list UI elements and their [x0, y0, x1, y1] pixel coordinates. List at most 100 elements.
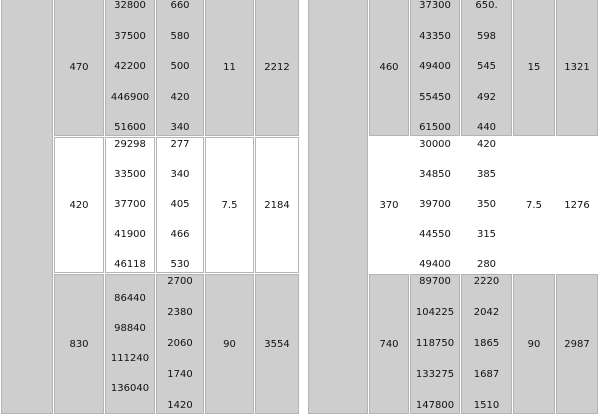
table-cell: 650. 598 545 492 440: [461, 0, 512, 136]
table-cell: 660 580 500 420 340: [156, 0, 204, 136]
cell-value: 61500: [419, 122, 451, 133]
cell-value: 136040: [110, 382, 150, 394]
cell-value: 650.: [475, 0, 498, 11]
cell-value: 660: [170, 0, 190, 11]
cell-value: 1865: [473, 338, 500, 349]
table-cell: 90: [513, 274, 555, 414]
cell-value: 98840: [114, 322, 146, 334]
table-cell: 29298 33500 37700 41900 46118: [105, 137, 155, 273]
table-cell: 7.5: [513, 137, 555, 273]
table-cell: 277 340 405 466 530: [156, 137, 204, 273]
cell-value: 740: [379, 338, 399, 350]
cell-value: 1687: [473, 369, 500, 380]
cell-value: 466: [170, 229, 190, 240]
cell-value: 41900: [114, 229, 146, 240]
cell-value: 2212: [264, 61, 290, 73]
table-cell: 420: [54, 137, 104, 273]
cell-value: 277: [170, 139, 190, 150]
cell-value: 580: [170, 30, 190, 42]
table-cell: 90: [205, 274, 254, 414]
cell-value: 133275: [415, 369, 455, 380]
cell-value: 7.5: [221, 199, 238, 211]
table-cell: 1321: [556, 0, 598, 136]
cell-value: 598: [476, 30, 497, 42]
cell-value: 440: [476, 122, 497, 133]
cell-value: 446900: [110, 91, 150, 103]
cell-value: 51600: [114, 122, 146, 133]
cell-value: 385: [476, 169, 497, 180]
cell-value: 340: [170, 122, 190, 133]
cell-value: 500: [170, 61, 190, 72]
cell-value: 86440: [114, 292, 146, 304]
cell-value: 43350: [419, 30, 451, 42]
cell-value: 44550: [419, 229, 451, 240]
cell-value: 30000: [419, 139, 451, 150]
table-cell: 89700 104225 118750 133275 147800: [410, 274, 460, 414]
cell-value: 55450: [419, 91, 451, 103]
cell-value: 11: [223, 61, 236, 73]
cell-value: 89700: [419, 276, 451, 287]
cell-value: 1740: [167, 369, 193, 380]
cell-value: 280: [476, 259, 497, 270]
table-cell: 2184: [255, 137, 299, 273]
cell-value: 2220: [473, 276, 500, 287]
cell-value: 118750: [415, 338, 455, 349]
table-cell: 420 385 350 315 280: [461, 137, 512, 273]
cell-value: 15: [527, 61, 541, 73]
table-cell: 740: [369, 274, 409, 414]
cell-value: 90: [223, 338, 236, 350]
cell-value: 37500: [114, 30, 146, 42]
cell-value: 350: [476, 199, 497, 210]
cell-value: 49400: [419, 61, 451, 72]
cell-value: 2184: [264, 199, 290, 211]
cell-value: 420: [476, 139, 497, 150]
table-cell: 460: [369, 0, 409, 136]
cell-value: 46118: [114, 259, 146, 270]
cell-value: 370: [379, 199, 399, 211]
cell-value: 33500: [114, 169, 146, 180]
cell-value: 2042: [473, 307, 500, 318]
table-cell: 3554: [255, 274, 299, 414]
table-1-side-column: [1, 0, 53, 414]
table-cell: 2212: [255, 0, 299, 136]
cell-value: 2380: [167, 307, 193, 318]
cell-value: 147800: [415, 400, 455, 411]
cell-value: 49400: [419, 259, 451, 270]
table-cell: 370: [369, 137, 409, 273]
table-cell: 1276: [556, 137, 598, 273]
cell-value: 3554: [264, 338, 290, 350]
cell-value: 34850: [419, 169, 451, 180]
cell-value: 830: [69, 338, 89, 350]
table-cell: 2700 2380 2060 1740 1420: [156, 274, 204, 414]
cell-value: 1276: [564, 199, 590, 211]
table-cell: 2987: [556, 274, 598, 414]
cell-value: 37700: [114, 199, 146, 210]
cell-value: 1420: [167, 400, 193, 411]
cell-value: 405: [170, 199, 190, 210]
cell-value: 42200: [114, 61, 146, 72]
cell-value: 37300: [419, 0, 451, 11]
cell-value: 90: [527, 338, 541, 350]
table-cell: 830: [54, 274, 104, 414]
cell-value: 1510: [473, 400, 500, 411]
cell-value: 420: [170, 91, 190, 103]
table-cell: 15: [513, 0, 555, 136]
cell-value: 545: [476, 61, 497, 72]
cell-value: 2987: [564, 338, 590, 350]
cell-value: 420: [69, 199, 89, 211]
table-cell: 30000 34850 39700 44550 49400: [410, 137, 460, 273]
cell-value: 111240: [110, 352, 150, 364]
table-cell: 2220 2042 1865 1687 1510: [461, 274, 512, 414]
table-cell: 470: [54, 0, 104, 136]
cell-value: 2060: [167, 338, 193, 349]
cell-value: 104225: [415, 307, 455, 318]
cell-value: 340: [170, 169, 190, 180]
cell-value: 470: [69, 61, 89, 73]
cell-value: 2700: [167, 276, 193, 287]
cell-value: 492: [476, 91, 497, 103]
table-cell: 86440 98840 111240 136040: [105, 274, 155, 414]
cell-value: 315: [476, 229, 497, 240]
cell-value: 460: [379, 61, 399, 73]
table-cell: 37300 43350 49400 55450 61500: [410, 0, 460, 136]
cell-value: 7.5: [526, 199, 542, 211]
